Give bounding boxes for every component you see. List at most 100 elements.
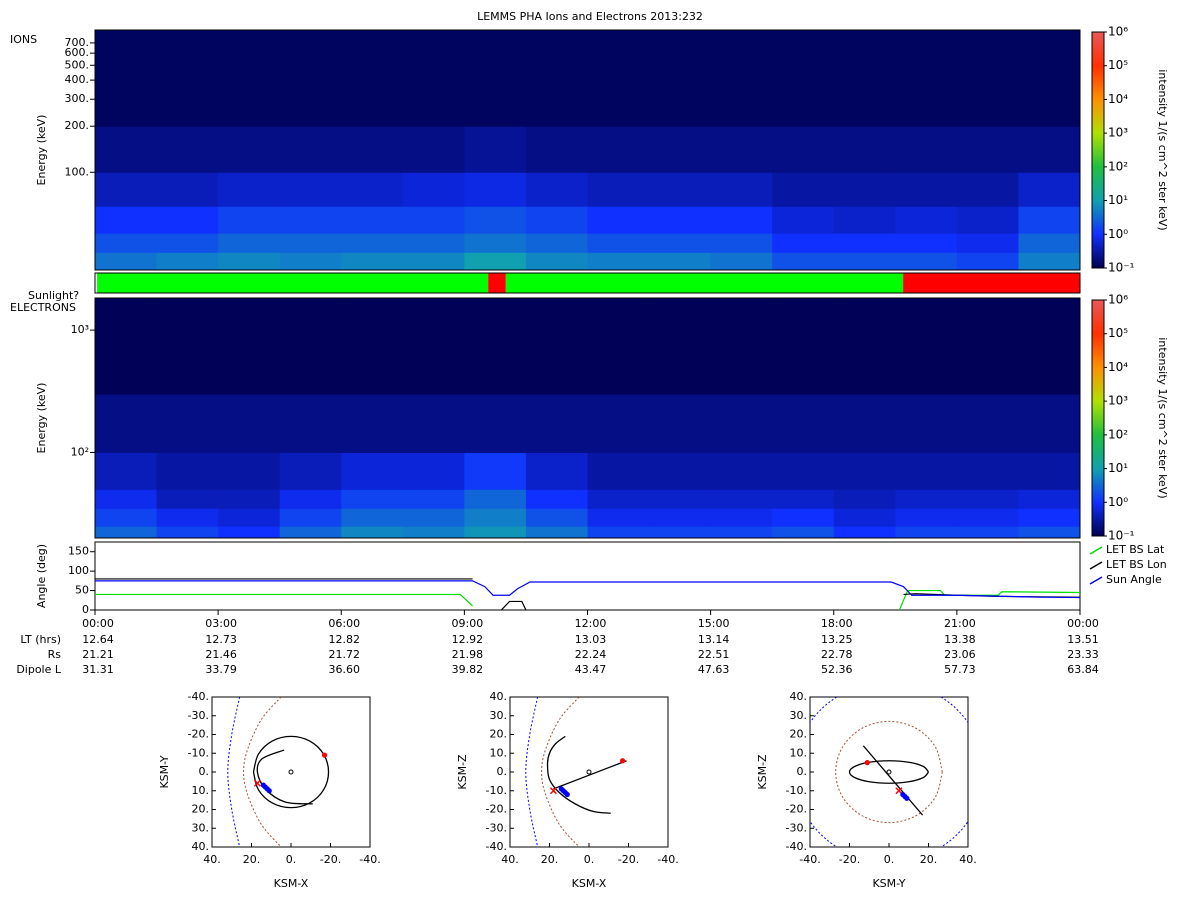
heatmap-cell [895, 508, 958, 527]
heatmap-cell [279, 508, 342, 527]
heatmap-cell [956, 172, 1019, 207]
heatmap-cell [587, 489, 650, 509]
position-dot [619, 758, 626, 764]
heatmap-cell [587, 508, 650, 527]
heatmap-cell [95, 126, 158, 173]
y-tick-label: 300. [65, 92, 90, 105]
x-axis-label: KSM-X [274, 877, 309, 890]
x-tick-label: 20. [541, 853, 559, 866]
heatmap-cell [833, 172, 896, 207]
heatmap-cell [156, 394, 219, 453]
heatmap-cell [895, 252, 958, 270]
heatmap-cell [1018, 298, 1080, 395]
x-tick-label: 0. [584, 853, 595, 866]
colorbar [1091, 31, 1105, 269]
heatmap-cell [587, 172, 650, 207]
colorbar-tick-label: 10² [1108, 159, 1128, 173]
heatmap-cell [833, 526, 896, 538]
heatmap-cell [402, 252, 465, 270]
ephemeris-value: 21.46 [205, 648, 237, 661]
heatmap-cell [525, 30, 588, 127]
y-tick-label: 30. [192, 821, 210, 834]
x-tick-label: 40. [959, 853, 977, 866]
ephemeris-value: 31.31 [82, 663, 114, 676]
y-tick-label: 40. [192, 840, 210, 853]
heatmap-cell [710, 206, 773, 234]
y-tick-label: -40. [188, 690, 209, 703]
heatmap-cell [649, 126, 712, 173]
heatmap-cell [156, 298, 219, 395]
y-tick-label: 0. [199, 765, 210, 778]
heatmap-cell [710, 489, 773, 509]
legend-label: LET BS Lat [1106, 543, 1165, 556]
heatmap-cell [402, 489, 465, 509]
colorbar-tick-label: 10² [1108, 427, 1128, 441]
heatmap-cell [772, 298, 835, 395]
x-axis-label: KSM-X [572, 877, 607, 890]
heatmap-cell [649, 508, 712, 527]
heatmap-cell [464, 394, 527, 453]
colorbar-tick-label: 10⁴ [1108, 360, 1128, 374]
heatmap-cell [710, 508, 773, 527]
y-tick-label: -20. [786, 803, 807, 816]
y-axis-label: Energy (keV) [35, 115, 48, 186]
heatmap-cell [956, 489, 1019, 509]
heatmap-cell [956, 206, 1019, 234]
ephemeris-value: 12.73 [205, 633, 237, 646]
orbit-curve [525, 697, 539, 847]
heatmap-cell [525, 298, 588, 395]
heatmap-cell [587, 298, 650, 395]
heatmap-cell [1018, 126, 1080, 173]
series-line [95, 580, 1080, 599]
heatmap-cell [218, 394, 281, 453]
ephemeris-value: 43.47 [575, 663, 607, 676]
heatmap-cell [649, 206, 712, 234]
heatmap-cell [95, 526, 158, 538]
heatmap-cell [895, 298, 958, 395]
heatmap-cell [402, 508, 465, 527]
heatmap-cell [218, 489, 281, 509]
heatmap-cell [402, 233, 465, 253]
y-tick-label: 40. [490, 690, 508, 703]
legend-swatch [1089, 576, 1103, 585]
heatmap-cell [218, 172, 281, 207]
position-dot [864, 760, 870, 766]
position-cross [549, 787, 557, 795]
heatmap-cell [956, 126, 1019, 173]
ephemeris-value: 57.73 [944, 663, 976, 676]
heatmap-cell [341, 298, 404, 395]
heatmap-cell [649, 252, 712, 270]
heatmap-cell [95, 172, 158, 207]
y-tick-label: -30. [188, 709, 209, 722]
heatmap-cell [464, 508, 527, 527]
x-tick-label: 00:00 [1067, 617, 1099, 630]
heatmap-cell [587, 206, 650, 234]
heatmap-cell [156, 233, 219, 253]
heatmap-cell [525, 508, 588, 527]
heatmap-cell [218, 508, 281, 527]
y-tick-label: -20. [188, 728, 209, 741]
heatmap-cell [772, 206, 835, 234]
orbit-curve [541, 697, 580, 847]
heatmap-cell [464, 30, 527, 127]
ephemeris-value: 13.51 [1067, 633, 1099, 646]
heatmap-cell [218, 452, 281, 490]
heatmap-cell [95, 394, 158, 453]
heatmap-cell [1018, 252, 1080, 270]
heatmap-cell [341, 394, 404, 453]
heatmap-cell [1018, 233, 1080, 253]
heatmap-cell [95, 298, 158, 395]
x-tick-label: -20. [320, 853, 341, 866]
x-tick-label: 0. [884, 853, 895, 866]
heatmap-cell [587, 30, 650, 127]
y-tick-label: 0. [497, 765, 508, 778]
planet [288, 769, 294, 775]
heatmap-cells [95, 298, 1080, 538]
ephemeris-value: 13.38 [944, 633, 976, 646]
colorbar-tick-label: 10³ [1108, 126, 1128, 140]
y-tick-label: 50 [75, 584, 89, 597]
heatmap-cell [156, 252, 219, 270]
heatmap-cell [956, 298, 1019, 395]
heatmap-cell [649, 489, 712, 509]
heatmap-cell [587, 452, 650, 490]
